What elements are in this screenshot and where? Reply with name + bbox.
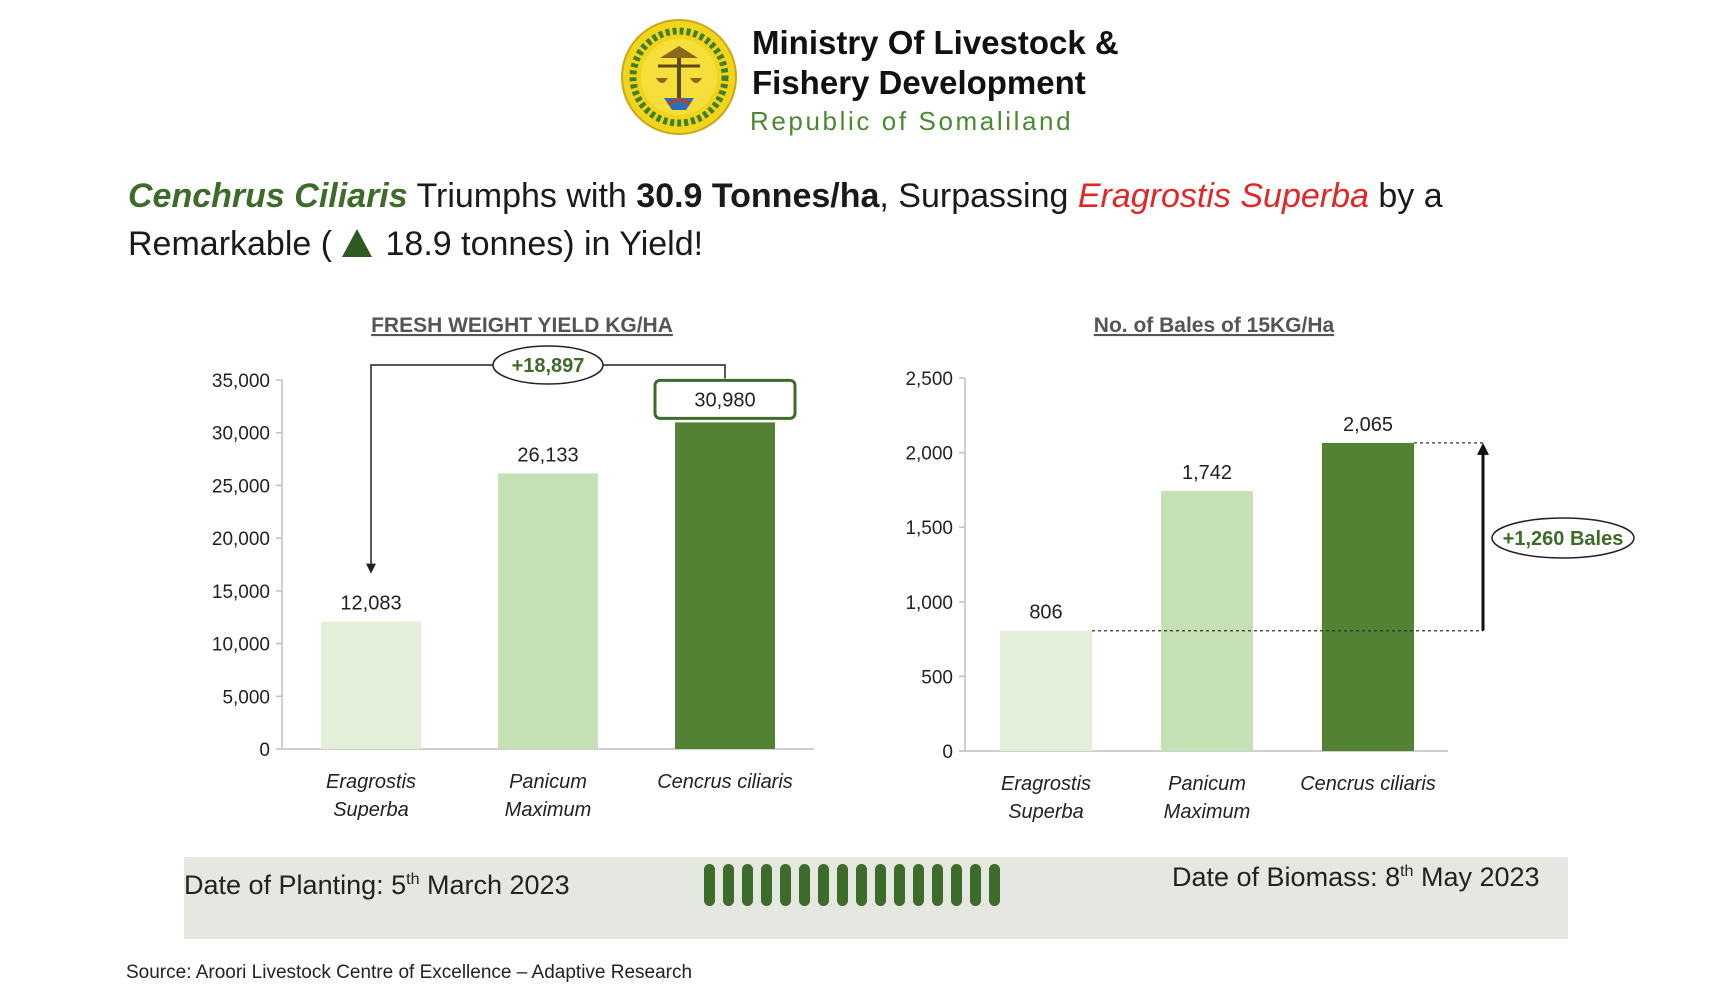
y-tick-label: 1,000 (905, 593, 953, 614)
stripe (951, 864, 962, 906)
y-tick-label: 5,000 (222, 687, 270, 708)
bar (1000, 630, 1092, 751)
stripe (875, 864, 886, 906)
y-tick-label: 15,000 (212, 582, 270, 603)
data-label: 2,065 (1343, 414, 1393, 436)
org-name-line2: Fishery Development (752, 64, 1086, 101)
x-tick-label: Superba (333, 799, 409, 821)
y-tick-label: 25,000 (212, 476, 270, 497)
fresh-weight-chart: FRESH WEIGHT YIELD KG/HA 0 5,000 10,000 15,0… (212, 314, 814, 821)
x-tick-label: Cencrus ciliaris (657, 771, 793, 793)
stripe (932, 864, 943, 906)
headline-species-runnerup: Eragrostis Superba (1077, 177, 1369, 215)
stripe (723, 864, 734, 906)
chart-title: FRESH WEIGHT YIELD KG/HA (371, 314, 673, 337)
y-tick-label: 30,000 (212, 424, 270, 445)
y-tick-label: 35,000 (212, 371, 270, 392)
x-tick-label: Maximum (505, 799, 592, 821)
bar (1322, 442, 1414, 751)
stripe (761, 864, 772, 906)
progress-stripes (704, 864, 1000, 906)
annotation-oval (1491, 517, 1635, 559)
headline-species-winner: Cenchrus Ciliaris (128, 177, 408, 215)
org-name-line1: Ministry Of Livestock & (752, 24, 1119, 61)
triangle-up-icon (342, 229, 373, 257)
data-label: 12,083 (340, 593, 401, 615)
chart-title: No. of Bales of 15KG/Ha (1094, 314, 1335, 337)
data-label: 26,133 (517, 444, 578, 466)
bar (498, 473, 598, 749)
data-label-box (653, 378, 797, 420)
annotation-text: +18,897 (512, 355, 585, 377)
bar (1161, 491, 1253, 751)
headline-text-3: by a Remarkable ( (128, 177, 1443, 263)
somaliland-emblem-icon (621, 19, 737, 135)
stripe (989, 864, 1000, 906)
headline-text-2: , Surpassing (879, 177, 1078, 215)
stripe (837, 864, 848, 906)
y-tick-label: 20,000 (212, 529, 270, 550)
bar (675, 422, 775, 749)
y-tick-label: 0 (942, 742, 953, 763)
arrow-head (1477, 442, 1489, 455)
stripe (704, 864, 715, 906)
x-tick-label: Eragrostis (326, 771, 416, 793)
stripe (970, 864, 981, 906)
planting-date: Date of Planting: 5th March 2023 (184, 870, 570, 900)
x-tick-label: Maximum (1164, 801, 1251, 823)
bar (321, 621, 421, 749)
x-tick-label: Superba (1008, 801, 1084, 823)
annotation-oval (492, 345, 604, 385)
stripe (780, 864, 791, 906)
stripe (742, 864, 753, 906)
x-tick-label: Eragrostis (1001, 773, 1091, 795)
y-tick-label: 2,000 (905, 444, 953, 465)
data-label: 1,742 (1182, 462, 1232, 484)
y-tick-label: 1,500 (905, 518, 953, 539)
stripe (913, 864, 924, 906)
data-label: 30,980 (694, 389, 755, 411)
y-tick-label: 10,000 (212, 635, 270, 656)
headline-yield: 30.9 Tonnes/ha (636, 177, 880, 215)
org-subtitle: Republic of Somaliland (750, 106, 1074, 136)
stripe (799, 864, 810, 906)
stripe (856, 864, 867, 906)
y-tick-label: 0 (259, 740, 270, 761)
stripe (894, 864, 905, 906)
x-tick-label: Panicum (1168, 773, 1246, 795)
y-tick-label: 2,500 (905, 369, 953, 390)
arrow-head (366, 563, 376, 574)
annotation-text: +1,260 Bales (1503, 528, 1624, 550)
x-tick-label: Panicum (509, 771, 587, 793)
data-label: 806 (1029, 602, 1062, 624)
x-tick-label: Cencrus ciliaris (1300, 773, 1436, 795)
bales-chart: No. of Bales of 15KG/Ha 0 500 1,000 1,500 2,0… (905, 314, 1635, 823)
y-tick-label: 500 (921, 667, 953, 688)
headline: Cenchrus Ciliaris Triumphs with 30.9 Ton… (128, 172, 1608, 268)
biomass-date: Date of Biomass: 8th May 2023 (1172, 862, 1540, 892)
headline-text-1: Triumphs with (407, 177, 637, 215)
headline-text-4: 18.9 tonnes) in Yield! (376, 225, 704, 263)
source-note: Source: Aroori Livestock Centre of Excel… (126, 962, 693, 983)
stripe (818, 864, 829, 906)
